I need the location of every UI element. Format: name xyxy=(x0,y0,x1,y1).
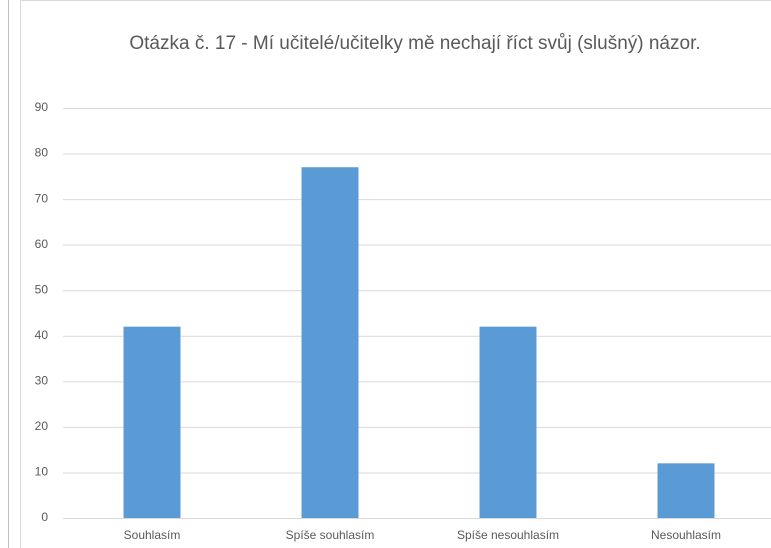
x-tick-label: Nesouhlasím xyxy=(651,528,721,542)
y-tick-label: 20 xyxy=(35,419,49,433)
y-tick-label: 0 xyxy=(41,510,48,524)
y-tick-label: 60 xyxy=(35,237,49,251)
y-tick-label: 70 xyxy=(35,191,49,205)
bar xyxy=(479,326,537,518)
y-tick-label: 40 xyxy=(35,328,49,342)
y-tick-label: 30 xyxy=(35,374,49,388)
x-tick-label: Spíše souhlasím xyxy=(286,528,375,542)
chart-title: Otázka č. 17 - Mí učitelé/učitelky mě ne… xyxy=(129,33,701,54)
bar xyxy=(123,326,181,518)
y-tick-label: 10 xyxy=(35,465,49,479)
y-tick-label: 50 xyxy=(35,282,49,296)
y-tick-label: 80 xyxy=(35,146,49,160)
bar xyxy=(657,463,715,518)
x-tick-label: Souhlasím xyxy=(124,528,181,542)
y-tick-label: 90 xyxy=(35,100,49,114)
bar xyxy=(301,167,359,518)
x-tick-label: Spíše nesouhlasím xyxy=(457,528,559,542)
